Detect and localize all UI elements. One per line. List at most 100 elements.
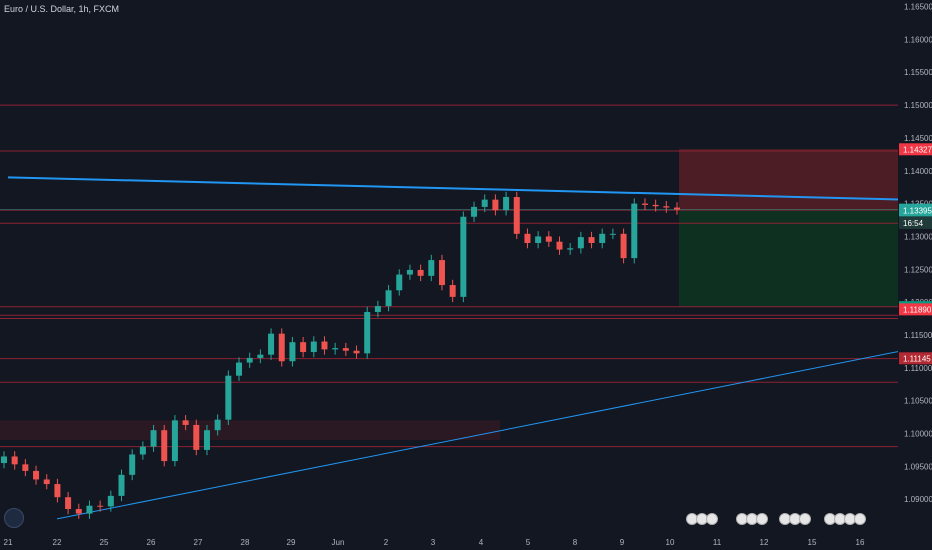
trendlines-layer	[7, 176, 932, 520]
candle-body	[353, 350, 360, 354]
candle-body	[203, 430, 210, 450]
candle-body	[54, 484, 61, 498]
x-tick-label: 25	[100, 538, 109, 547]
candle-body	[278, 333, 285, 362]
price-label: 16:54	[903, 219, 924, 228]
candle-body	[225, 375, 232, 420]
y-tick-label: 1.16000	[904, 35, 932, 44]
candle-body	[460, 216, 467, 297]
event-flag-icon[interactable]	[706, 513, 718, 525]
candle-body	[620, 233, 627, 259]
candle-body	[214, 419, 221, 431]
candle-body	[171, 420, 178, 462]
trendline	[7, 176, 932, 202]
chart-title: Euro / U.S. Dollar, 1h, FXCM	[4, 4, 120, 14]
candle-body	[545, 236, 552, 242]
price-label: 1.14327	[903, 145, 932, 154]
x-tick-label: 15	[808, 538, 817, 547]
candle-body	[65, 497, 72, 510]
candles-layer	[1, 191, 680, 519]
candle-body	[107, 495, 114, 507]
event-flag-icon[interactable]	[756, 513, 768, 525]
candle-body	[33, 470, 40, 480]
reward-zone	[679, 209, 898, 307]
economic-events-group-4[interactable]	[824, 513, 866, 529]
candle-body	[1, 456, 7, 464]
candle-body	[428, 260, 435, 276]
candle-body	[86, 505, 93, 514]
y-tick-label: 1.11000	[904, 364, 932, 373]
y-tick-label: 1.15000	[904, 101, 932, 110]
candle-body	[417, 269, 424, 276]
candle-body	[588, 237, 595, 244]
candle-body	[471, 206, 478, 217]
candle-body	[182, 420, 189, 425]
x-tick-label: 8	[573, 538, 578, 547]
candle-body	[641, 203, 648, 205]
y-tick-label: 1.11500	[904, 331, 932, 340]
candle-body	[631, 203, 638, 259]
candle-body	[268, 333, 275, 355]
price-label-bg	[899, 303, 932, 316]
tradingview-logo-icon[interactable]	[4, 508, 24, 528]
y-tick-label: 1.15500	[904, 68, 932, 77]
x-tick-label: 9	[620, 538, 625, 547]
x-tick-label: 28	[241, 538, 250, 547]
candle-body	[449, 285, 456, 297]
candle-body	[609, 233, 616, 235]
x-tick-label: 4	[479, 538, 484, 547]
candle-body	[406, 269, 413, 275]
candle-body	[663, 206, 670, 208]
x-tick-label: 12	[760, 538, 769, 547]
candle-body	[567, 248, 574, 250]
y-tick-label: 1.09000	[904, 495, 932, 504]
candle-body	[193, 424, 200, 450]
economic-events-group-3[interactable]	[779, 513, 811, 529]
candle-body	[438, 260, 445, 286]
candle-body	[97, 505, 104, 507]
candle-body	[300, 342, 307, 353]
candle-body	[129, 454, 136, 475]
candle-body	[43, 479, 50, 485]
candle-body	[310, 341, 317, 353]
candle-body	[75, 509, 82, 514]
x-tick-label: 16	[856, 538, 865, 547]
candle-body	[535, 236, 542, 244]
candle-body	[332, 348, 339, 350]
economic-events-group-2[interactable]	[736, 513, 768, 529]
x-tick-label: 26	[147, 538, 156, 547]
y-tick-label: 1.14000	[904, 167, 932, 176]
y-tick-label: 1.14500	[904, 134, 932, 143]
candle-body	[492, 199, 499, 211]
candle-body	[139, 446, 146, 455]
candle-body	[150, 430, 157, 447]
candle-body	[652, 204, 659, 207]
candle-body	[599, 233, 606, 244]
x-tick-label: 22	[53, 538, 62, 547]
risk-zone	[679, 149, 898, 210]
candle-body	[577, 237, 584, 249]
zones-layer	[0, 149, 898, 441]
price-label-bg	[899, 204, 932, 217]
x-tick-label: 2	[384, 538, 389, 547]
y-tick-label: 1.12500	[904, 265, 932, 274]
price-axis[interactable]: 1.16500 1.16000 1.15500 1.15000 1.14500 1.140…	[898, 0, 932, 550]
event-flag-icon[interactable]	[799, 513, 811, 525]
levels-layer	[0, 104, 898, 448]
y-tick-label: 1.16500	[904, 3, 932, 12]
time-axis[interactable]: 21 22 25 26 27 28 29 Jun 2 3 4 5 8 9 10 11 12 15 16	[0, 532, 932, 550]
candle-body	[674, 207, 680, 210]
y-tick-label: 1.10000	[904, 429, 932, 438]
economic-events-group-1[interactable]	[686, 513, 718, 529]
candle-body	[396, 274, 403, 291]
candle-body	[364, 311, 371, 354]
candle-body	[22, 464, 29, 471]
y-tick-label: 1.09500	[904, 462, 932, 471]
price-label: 1.11145	[903, 354, 931, 363]
price-label: 1.11890	[903, 305, 932, 314]
event-flag-icon[interactable]	[854, 513, 866, 525]
x-tick-label: Jun	[332, 538, 345, 547]
candle-body	[524, 233, 531, 244]
